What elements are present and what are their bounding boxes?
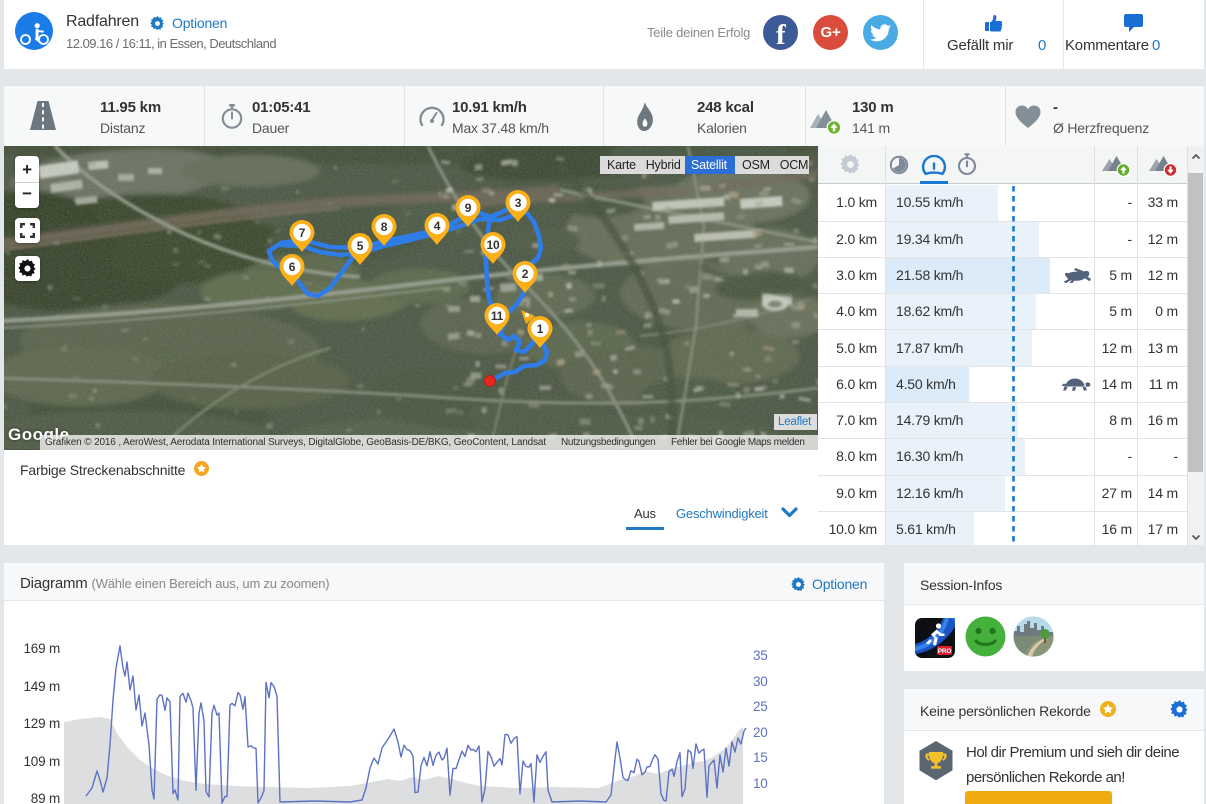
svg-text:5: 5 [357,239,364,253]
svg-text:11: 11 [491,309,504,323]
svg-text:6: 6 [289,260,296,274]
svg-text:8: 8 [381,220,388,234]
svg-text:PRO: PRO [938,648,952,655]
svg-text:1: 1 [537,322,544,336]
svg-text:9: 9 [465,201,472,215]
svg-text:10: 10 [487,238,500,252]
svg-text:4: 4 [434,219,441,233]
svg-text:2: 2 [522,267,529,281]
svg-text:3: 3 [515,196,522,210]
svg-text:7: 7 [299,226,306,240]
